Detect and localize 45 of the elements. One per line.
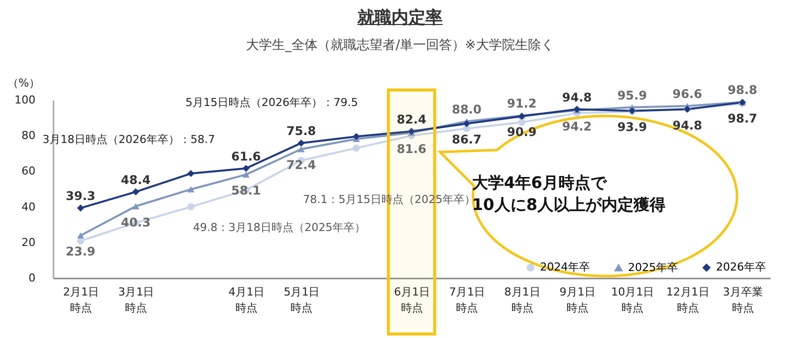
annotation: 49.8：3月18日時点（2025年卒） bbox=[193, 221, 366, 234]
x-tick-label: 6月1日時点 bbox=[394, 286, 430, 314]
y-tick-label: 80 bbox=[22, 129, 36, 142]
data-label: 91.2 bbox=[507, 96, 537, 111]
x-tick-label: 9月1日時点 bbox=[559, 286, 596, 314]
x-tick-label: 7月1日時点 bbox=[449, 286, 486, 314]
data-label: 58.1 bbox=[231, 184, 261, 198]
data-label: 96.6 bbox=[672, 87, 702, 102]
chart-subtitle: 大学生_全体（就職志望者/単一回答）※大学院生除く bbox=[245, 37, 555, 54]
y-tick-label: 20 bbox=[22, 236, 36, 249]
x-tick-label: 2月1日時点 bbox=[63, 286, 100, 314]
data-label: 72.4 bbox=[286, 158, 316, 172]
data-label: 48.4 bbox=[120, 172, 151, 187]
data-label: 95.9 bbox=[617, 88, 647, 102]
data-label: 86.7 bbox=[452, 132, 482, 147]
x-tick-label: 5月1日時点 bbox=[284, 286, 320, 314]
annotation: 3月18日時点（2026年卒）：58.7 bbox=[42, 133, 215, 146]
data-label: 94.2 bbox=[562, 119, 592, 134]
data-label: 94.8 bbox=[672, 118, 702, 132]
x-tick-label: 4月1日時点 bbox=[228, 286, 265, 314]
data-label: 98.8 bbox=[728, 83, 758, 98]
data-label: 61.6 bbox=[231, 149, 261, 164]
data-label: 75.8 bbox=[286, 124, 316, 138]
data-label: 93.9 bbox=[617, 120, 647, 134]
y-tick-label: 60 bbox=[22, 164, 36, 178]
data-label: 23.9 bbox=[66, 244, 96, 258]
data-label: 98.7 bbox=[728, 111, 758, 126]
y-axis-title: （%） bbox=[8, 76, 40, 90]
x-tick-label: 10月1日時点 bbox=[611, 286, 654, 314]
x-tick-label: 12月1日時点 bbox=[666, 286, 710, 314]
data-label: 39.3 bbox=[66, 189, 96, 204]
data-label: 94.8 bbox=[562, 90, 592, 104]
data-label: 82.4 bbox=[396, 112, 426, 126]
data-label: 88.0 bbox=[452, 102, 482, 116]
data-label: 40.3 bbox=[120, 215, 151, 230]
chart-title: 就職内定率 bbox=[356, 7, 444, 29]
y-tick-label: 100 bbox=[14, 94, 36, 106]
legend-label: 2026年卒 bbox=[716, 260, 766, 274]
x-tick-label: 3月卒業時点 bbox=[722, 286, 763, 314]
annotation: 5月15日時点（2026年卒）：79.5 bbox=[186, 96, 358, 109]
y-tick-label: 40 bbox=[22, 200, 36, 214]
x-tick-label: 3月1日時点 bbox=[118, 286, 154, 314]
data-label: 81.6 bbox=[396, 142, 426, 156]
x-tick-label: 8月1日時点 bbox=[504, 286, 540, 314]
y-tick-label: 0 bbox=[28, 272, 36, 284]
